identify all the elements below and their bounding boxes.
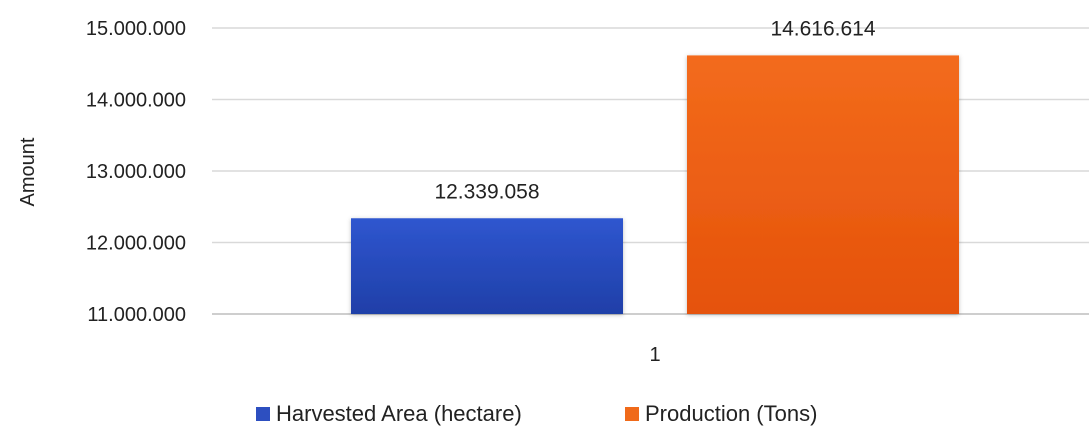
bar-production xyxy=(687,55,959,314)
data-label: 12.339.058 xyxy=(434,180,539,203)
y-axis-ticks: 15.000.000 14.000.000 13.000.000 12.000.000… xyxy=(86,18,186,326)
bar-harvested-area xyxy=(351,218,623,314)
y-tick-label: 12.000.000 xyxy=(86,233,186,255)
legend-swatch xyxy=(625,407,639,421)
y-tick-label: 15.000.000 xyxy=(86,18,186,40)
y-axis-title: Amount xyxy=(17,137,39,206)
data-label: 14.616.614 xyxy=(770,17,875,40)
x-tick-label: 1 xyxy=(649,344,660,366)
legend-label: Production (Tons) xyxy=(645,401,817,426)
legend-swatch xyxy=(256,407,270,421)
y-tick-label: 13.000.000 xyxy=(86,161,186,183)
legend-label: Harvested Area (hectare) xyxy=(276,401,522,426)
legend: Harvested Area (hectare) Production (Tons… xyxy=(256,401,817,426)
y-tick-label: 14.000.000 xyxy=(86,90,186,112)
y-tick-label: 11.000.000 xyxy=(87,304,186,326)
